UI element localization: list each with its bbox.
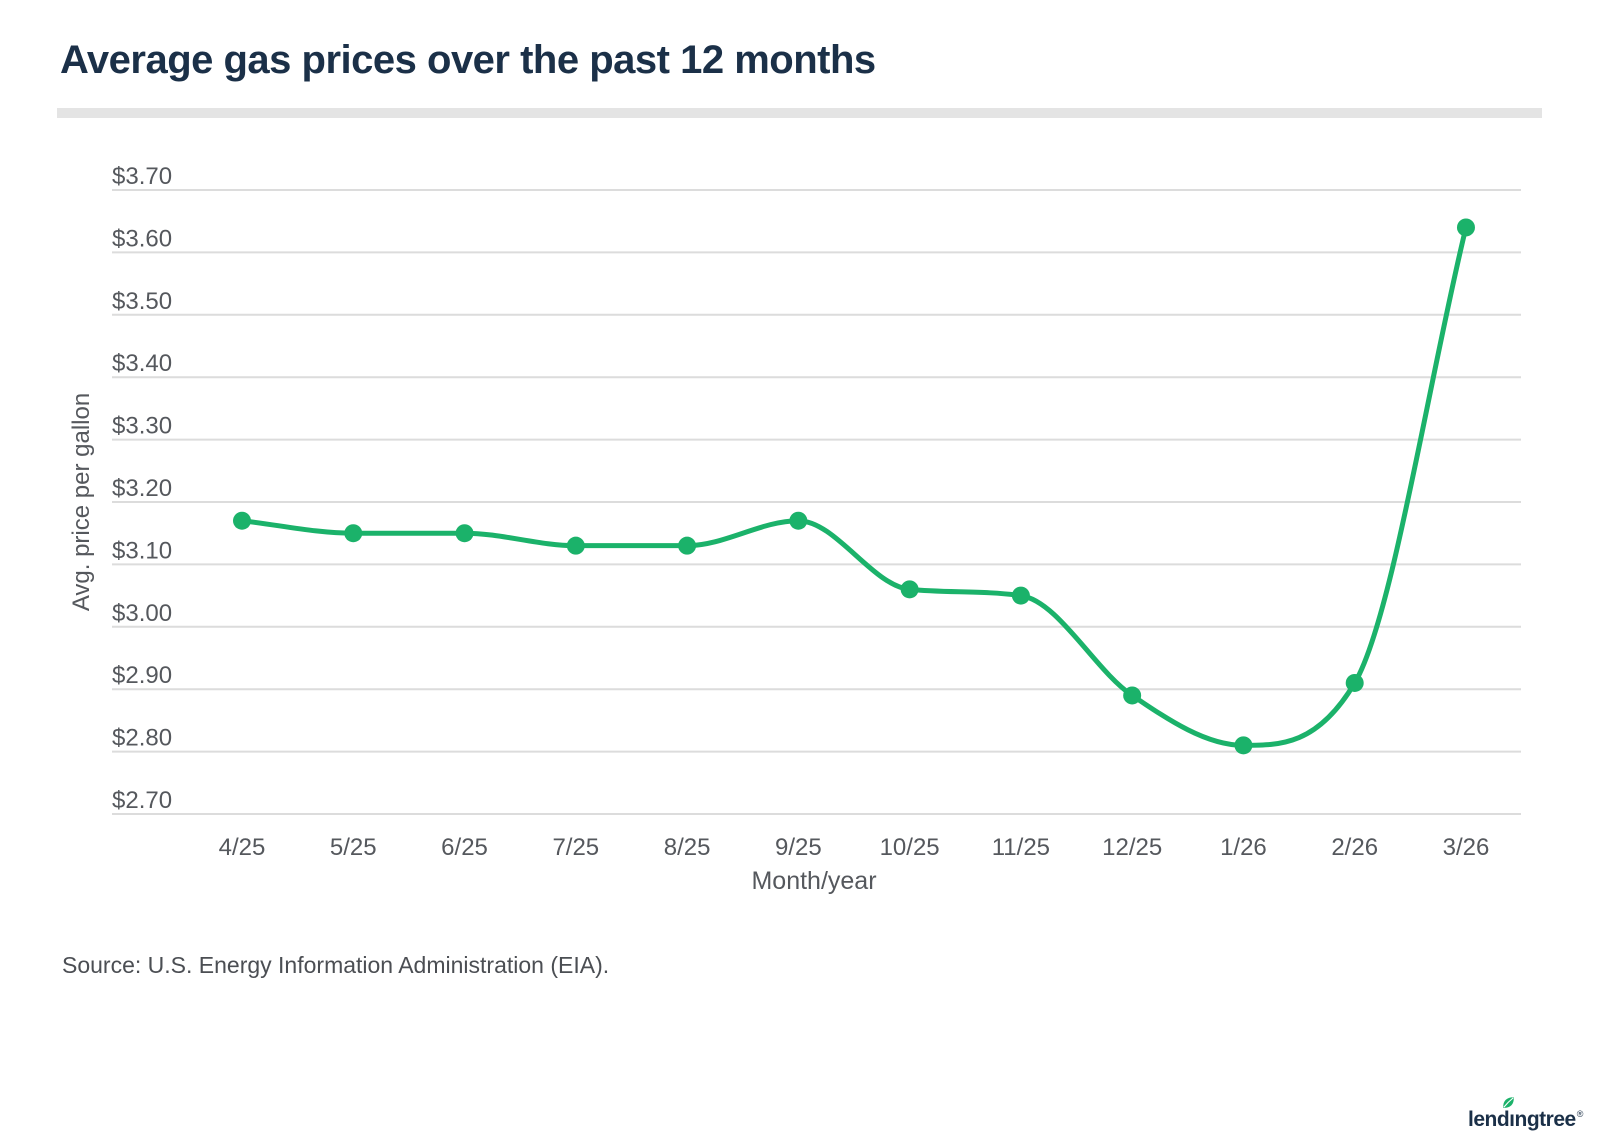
x-tick-label: 4/25 bbox=[219, 834, 266, 861]
data-point bbox=[1456, 218, 1475, 237]
y-tick-label: $3.00 bbox=[112, 600, 172, 627]
leaf-icon bbox=[1503, 1097, 1514, 1108]
gridlines bbox=[112, 189, 1521, 815]
y-tick-label: $3.40 bbox=[112, 350, 172, 377]
logo-text-before: lend bbox=[1468, 1108, 1510, 1131]
trend-line bbox=[239, 224, 1469, 748]
x-axis-tick-labels: 4/25 5/25 6/25 7/25 8/25 9/25 10/25 11/25 12/25 1… bbox=[219, 834, 1490, 861]
data-point bbox=[1123, 686, 1142, 705]
lendingtree-logo: lendıngtree® bbox=[1468, 1096, 1584, 1132]
y-tick-label: $2.80 bbox=[112, 725, 172, 752]
data-point bbox=[1345, 673, 1364, 692]
data-point bbox=[1011, 586, 1030, 605]
y-tick-label: $3.10 bbox=[112, 537, 172, 564]
line-chart: $3.70 $3.60 $3.50 $3.40 $3.30 $3.20 $3.10 $3.00… bbox=[68, 163, 1521, 895]
y-tick-label: $3.20 bbox=[112, 475, 172, 502]
y-axis-title: Avg. price per gallon bbox=[68, 393, 95, 611]
x-tick-label: 9/25 bbox=[775, 834, 822, 861]
logo-dotless-i: ı bbox=[1509, 1108, 1515, 1131]
x-tick-label: 8/25 bbox=[664, 834, 711, 861]
title-divider bbox=[57, 108, 1542, 118]
logo-text-after: ngtree bbox=[1514, 1108, 1577, 1131]
x-tick-label: 11/25 bbox=[992, 834, 1050, 861]
data-point bbox=[455, 524, 474, 543]
source-note: Source: U.S. Energy Information Administ… bbox=[62, 952, 610, 978]
data-points bbox=[233, 218, 1475, 755]
data-point bbox=[789, 511, 808, 530]
x-tick-label: 7/25 bbox=[552, 834, 599, 861]
x-tick-label: 5/25 bbox=[330, 834, 377, 861]
data-point bbox=[1234, 736, 1253, 755]
registered-mark: ® bbox=[1576, 1109, 1584, 1119]
y-tick-label: $3.30 bbox=[112, 413, 172, 440]
y-tick-label: $2.90 bbox=[112, 662, 172, 689]
x-tick-label: 12/25 bbox=[1102, 834, 1162, 861]
y-tick-label: $3.50 bbox=[112, 288, 172, 315]
x-tick-label: 2/26 bbox=[1331, 834, 1378, 861]
x-tick-label: 6/25 bbox=[441, 834, 488, 861]
page-title: Average gas prices over the past 12 mont… bbox=[60, 38, 876, 82]
y-tick-label: $3.60 bbox=[112, 225, 172, 252]
y-tick-label: $3.70 bbox=[112, 163, 172, 190]
x-axis-title: Month/year bbox=[751, 867, 876, 895]
y-axis-tick-labels: $3.70 $3.60 $3.50 $3.40 $3.30 $3.20 $3.10 $3.00… bbox=[112, 163, 172, 814]
data-point bbox=[566, 536, 585, 555]
data-point bbox=[900, 580, 919, 599]
x-tick-label: 3/26 bbox=[1443, 834, 1490, 861]
data-point bbox=[678, 536, 697, 555]
y-tick-label: $2.70 bbox=[112, 787, 172, 814]
data-point bbox=[344, 524, 363, 543]
x-tick-label: 1/26 bbox=[1220, 834, 1267, 861]
data-point bbox=[233, 511, 251, 530]
x-tick-label: 10/25 bbox=[880, 834, 940, 861]
logo-wordmark: lendıngtree® bbox=[1468, 1096, 1584, 1132]
